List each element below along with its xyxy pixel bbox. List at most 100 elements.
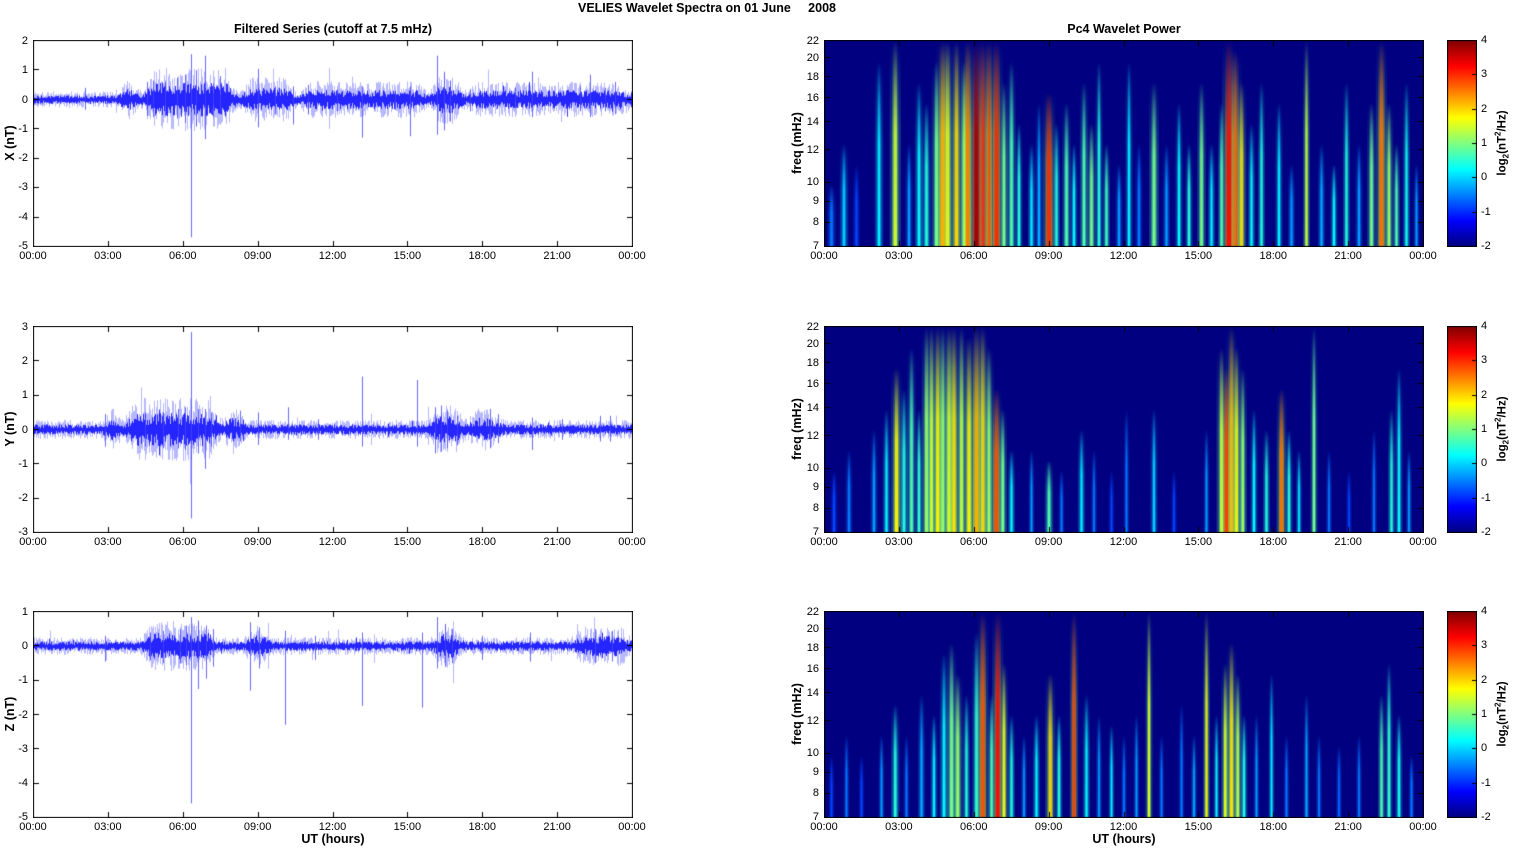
- z-spectrogram-plot: [824, 611, 1424, 818]
- tick-label: 8: [812, 787, 819, 800]
- z-timeseries-plot: [33, 611, 633, 818]
- tick-label: 4: [1481, 605, 1488, 617]
- tick-label: 12:00: [1109, 821, 1138, 833]
- tick-label: -3: [18, 742, 28, 755]
- tick-label: -1: [1481, 776, 1491, 789]
- tick-label: 00:00: [1409, 250, 1437, 262]
- z-timeseries-xlabel: UT (hours): [301, 832, 365, 846]
- tick-label: 12:00: [318, 821, 347, 833]
- tick-label: 15:00: [393, 821, 422, 833]
- tick-label: 20: [806, 623, 819, 636]
- tick-label: 00:00: [810, 250, 838, 262]
- tick-label: -2: [1481, 811, 1491, 823]
- tick-label: -5: [18, 811, 28, 823]
- tick-label: 16: [806, 378, 819, 390]
- tick-label: 9: [812, 481, 819, 493]
- x-spectrogram-ylabel: freq (mHz): [790, 112, 804, 174]
- tick-label: 2: [1481, 673, 1488, 686]
- tick-label: 20: [806, 338, 819, 351]
- tick-label: 09:00: [243, 821, 272, 833]
- tick-label: -3: [18, 526, 28, 538]
- tick-label: 12:00: [1109, 536, 1138, 548]
- z-colorbar-label: log2(nT2/Hz): [1493, 681, 1511, 747]
- x-timeseries-plot: [33, 40, 633, 247]
- tick-label: 21:00: [543, 250, 571, 262]
- tick-label: 2: [1481, 388, 1488, 401]
- tick-label: 1: [21, 64, 28, 77]
- z-timeseries-ylabel: Z (nT): [3, 696, 17, 732]
- tick-label: 00:00: [19, 821, 47, 833]
- tick-label: 00:00: [618, 536, 646, 548]
- tick-label: 4: [1481, 34, 1488, 46]
- y-timeseries-plot: [33, 326, 633, 533]
- tick-label: 1: [21, 606, 28, 618]
- tick-label: 2: [1481, 102, 1488, 115]
- tick-label: 15:00: [1184, 821, 1213, 833]
- tick-label: 06:00: [959, 821, 988, 833]
- tick-label: 1: [21, 389, 28, 402]
- tick-label: 00:00: [618, 821, 646, 833]
- tick-label: 12:00: [318, 250, 347, 262]
- tick-label: 12: [806, 714, 819, 727]
- tick-label: 21:00: [1334, 536, 1362, 548]
- tick-label: 0: [1481, 457, 1488, 470]
- tick-label: 7: [812, 240, 819, 252]
- tick-label: 15:00: [1184, 250, 1213, 262]
- x-spectrogram-plot: [824, 40, 1424, 247]
- tick-label: 22: [806, 606, 819, 618]
- tick-label: -2: [18, 491, 28, 504]
- tick-label: -5: [18, 240, 28, 252]
- tick-label: 03:00: [94, 536, 122, 548]
- y-spectrogram-colorbar: [1447, 326, 1477, 533]
- tick-label: 9: [812, 195, 819, 207]
- tick-label: 22: [806, 35, 819, 47]
- tick-label: 10: [806, 747, 819, 760]
- tick-label: -2: [18, 152, 28, 165]
- tick-label: 12:00: [1109, 250, 1138, 262]
- tick-label: 0: [21, 93, 28, 106]
- tick-label: 22: [806, 321, 819, 333]
- tick-label: 18: [806, 356, 819, 369]
- tick-label: -1: [18, 122, 28, 135]
- tick-label: 03:00: [94, 250, 122, 262]
- tick-label: 06:00: [959, 536, 988, 548]
- tick-label: 15:00: [1184, 536, 1213, 548]
- z-spectrogram-ylabel: freq (mHz): [790, 683, 804, 745]
- tick-label: 00:00: [1409, 821, 1437, 833]
- tick-label: 00:00: [810, 536, 838, 548]
- tick-label: 21:00: [543, 821, 571, 833]
- tick-label: 03:00: [885, 536, 913, 548]
- tick-label: 7: [812, 811, 819, 823]
- tick-label: -1: [1481, 491, 1491, 504]
- tick-label: -1: [18, 674, 28, 687]
- x-colorbar-label: log2(nT2/Hz): [1493, 110, 1511, 176]
- tick-label: 8: [812, 216, 819, 229]
- tick-label: 03:00: [94, 821, 122, 833]
- tick-label: 00:00: [810, 821, 838, 833]
- tick-label: 06:00: [168, 821, 197, 833]
- tick-label: 10: [806, 462, 819, 475]
- tick-label: 2: [21, 35, 28, 47]
- tick-label: 1: [1481, 708, 1488, 720]
- tick-label: 09:00: [243, 250, 272, 262]
- tick-label: 00:00: [19, 250, 47, 262]
- tick-label: 00:00: [19, 536, 47, 548]
- y-spectrogram-plot: [824, 326, 1424, 533]
- tick-label: 3: [1481, 639, 1488, 652]
- tick-label: 06:00: [168, 250, 197, 262]
- tick-label: 4: [1481, 320, 1488, 332]
- tick-label: 9: [812, 766, 819, 778]
- z-spectrogram-xlabel: UT (hours): [1092, 832, 1156, 846]
- tick-label: 18:00: [1259, 821, 1288, 833]
- tick-label: 15:00: [393, 536, 422, 548]
- tick-label: 2: [21, 355, 28, 368]
- tick-label: -1: [1481, 205, 1491, 218]
- tick-label: 3: [1481, 354, 1488, 367]
- tick-label: 12: [806, 143, 819, 156]
- y-colorbar-label: log2(nT2/Hz): [1493, 396, 1511, 462]
- tick-label: 3: [21, 321, 28, 333]
- tick-label: 21:00: [543, 536, 571, 548]
- tick-label: 18:00: [468, 821, 497, 833]
- tick-label: 03:00: [885, 821, 913, 833]
- y-timeseries-ylabel: Y (nT): [3, 411, 17, 447]
